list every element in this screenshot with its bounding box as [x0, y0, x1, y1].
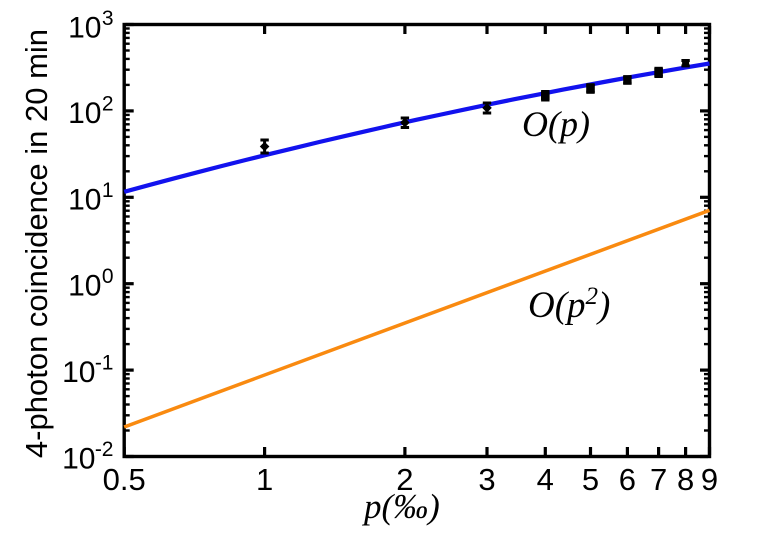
- svg-text:4-photon coincidence in 20 min: 4-photon coincidence in 20 min: [19, 29, 54, 458]
- svg-text:-2: -2: [95, 438, 114, 461]
- svg-text:O(p): O(p): [522, 104, 590, 144]
- svg-text:3: 3: [478, 462, 495, 497]
- svg-text:10: 10: [62, 443, 95, 476]
- svg-text:4: 4: [537, 462, 554, 497]
- svg-text:10: 10: [68, 183, 101, 216]
- svg-text:0.5: 0.5: [103, 462, 146, 497]
- svg-text:-1: -1: [95, 352, 114, 375]
- svg-text:10: 10: [68, 97, 101, 130]
- svg-text:10: 10: [62, 356, 95, 389]
- svg-text:9: 9: [701, 462, 718, 497]
- svg-text:1: 1: [256, 462, 273, 497]
- svg-text:3: 3: [102, 7, 114, 30]
- svg-text:6: 6: [619, 462, 636, 497]
- svg-text:10: 10: [68, 12, 101, 45]
- svg-text:10: 10: [68, 270, 101, 303]
- svg-text:8: 8: [677, 462, 694, 497]
- svg-text:p(‰): p(‰): [361, 487, 440, 526]
- svg-text:2: 2: [102, 92, 114, 115]
- svg-text:7: 7: [650, 462, 667, 497]
- svg-text:2: 2: [396, 462, 413, 497]
- svg-text:1: 1: [102, 179, 114, 202]
- svg-text:5: 5: [582, 462, 599, 497]
- svg-text:0: 0: [102, 265, 114, 288]
- svg-text:O(p2): O(p2): [528, 283, 610, 326]
